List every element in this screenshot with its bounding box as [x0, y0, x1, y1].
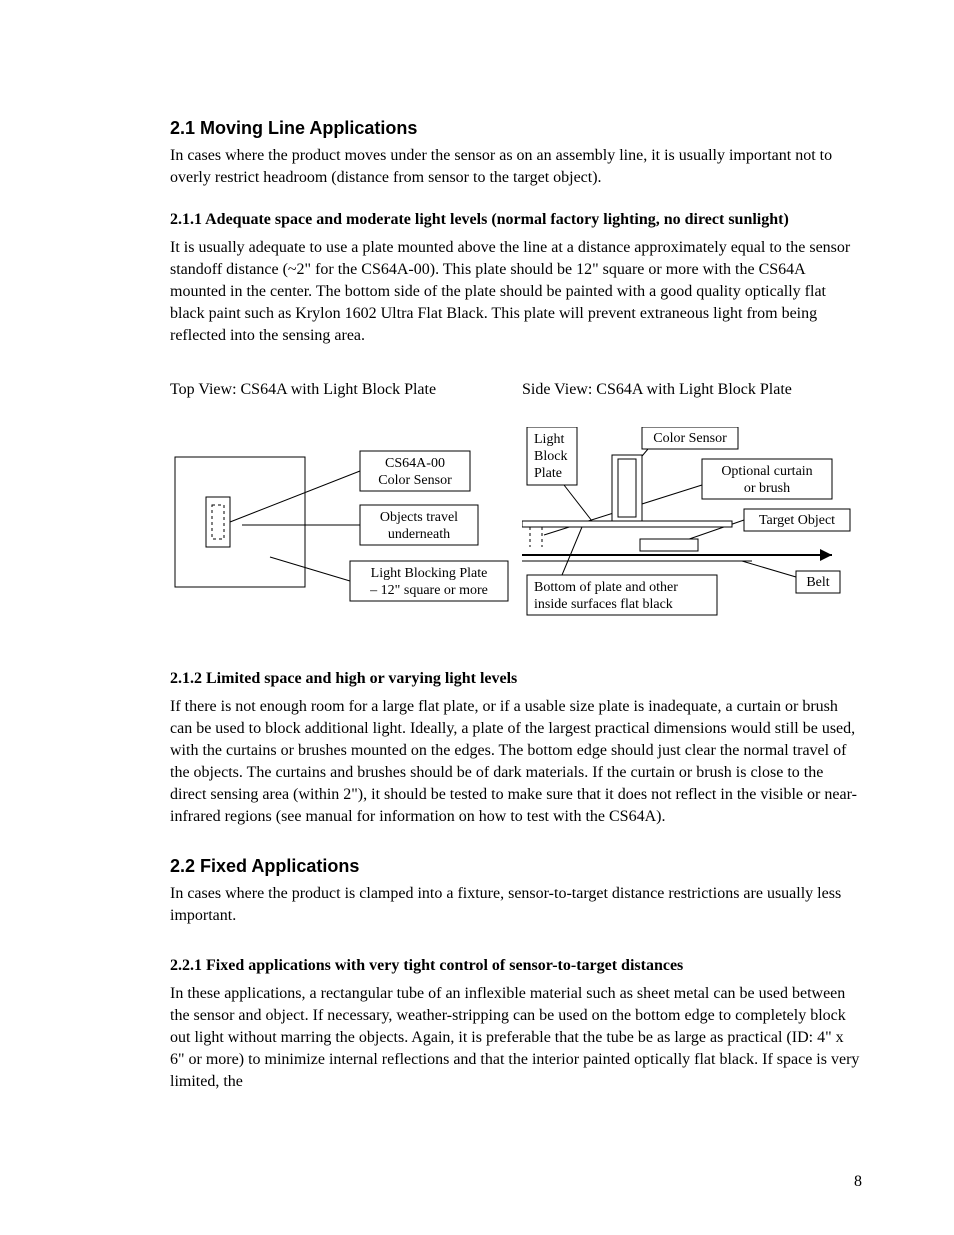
lbl-block: Block [534, 449, 567, 464]
lbl-plate: Plate [534, 466, 562, 481]
heading-2-1-2: 2.1.2 Limited space and high or varying … [170, 668, 862, 690]
para-2-1-2: If there is not enough room for a large … [170, 696, 862, 828]
document-page: 2.1 Moving Line Applications In cases wh… [0, 0, 954, 1235]
heading-2-1-1: 2.1.1 Adequate space and moderate light … [170, 209, 862, 231]
figure-row: Top View: CS64A with Light Block Plate C… [170, 381, 862, 642]
para-2-1: In cases where the product moves under t… [170, 145, 862, 189]
figure-side-title: Side View: CS64A with Light Block Plate [522, 381, 862, 399]
heading-2-2: 2.2 Fixed Applications [170, 856, 862, 877]
lbl-light-blocking: Light Blocking Plate [371, 566, 488, 581]
para-2-2: In cases where the product is clamped in… [170, 883, 862, 927]
lbl-light: Light [534, 432, 564, 447]
lbl-target-object: Target Object [759, 513, 835, 528]
page-number: 8 [854, 1173, 862, 1191]
lbl-or-brush: or brush [744, 481, 790, 496]
lbl-flat-black: inside surfaces flat black [534, 597, 673, 612]
para-2-2-1: In these applications, a rectangular tub… [170, 983, 862, 1093]
lbl-color-sensor-2: Color Sensor [653, 431, 727, 446]
figure-top-view: Top View: CS64A with Light Block Plate C… [170, 381, 510, 642]
heading-2-1: 2.1 Moving Line Applications [170, 118, 862, 139]
figure-top-title: Top View: CS64A with Light Block Plate [170, 381, 510, 399]
lbl-optional-curtain: Optional curtain [721, 464, 812, 479]
lbl-12-square: – 12" square or more [369, 583, 488, 598]
lbl-color-sensor: Color Sensor [378, 473, 452, 488]
para-2-1-1: It is usually adequate to use a plate mo… [170, 237, 862, 347]
side-view-svg: Light Block Plate Color Sensor Optional … [522, 427, 862, 637]
heading-2-2-1: 2.2.1 Fixed applications with very tight… [170, 955, 862, 977]
lbl-cs64a: CS64A-00 [385, 456, 445, 471]
lbl-underneath: underneath [388, 527, 450, 542]
lbl-belt: Belt [806, 575, 829, 590]
lbl-bottom-plate: Bottom of plate and other [534, 580, 678, 595]
lbl-objects-travel: Objects travel [380, 510, 458, 525]
top-view-svg: CS64A-00 Color Sensor Objects travel und… [170, 427, 510, 627]
figure-side-view: Side View: CS64A with Light Block Plate … [522, 381, 862, 642]
